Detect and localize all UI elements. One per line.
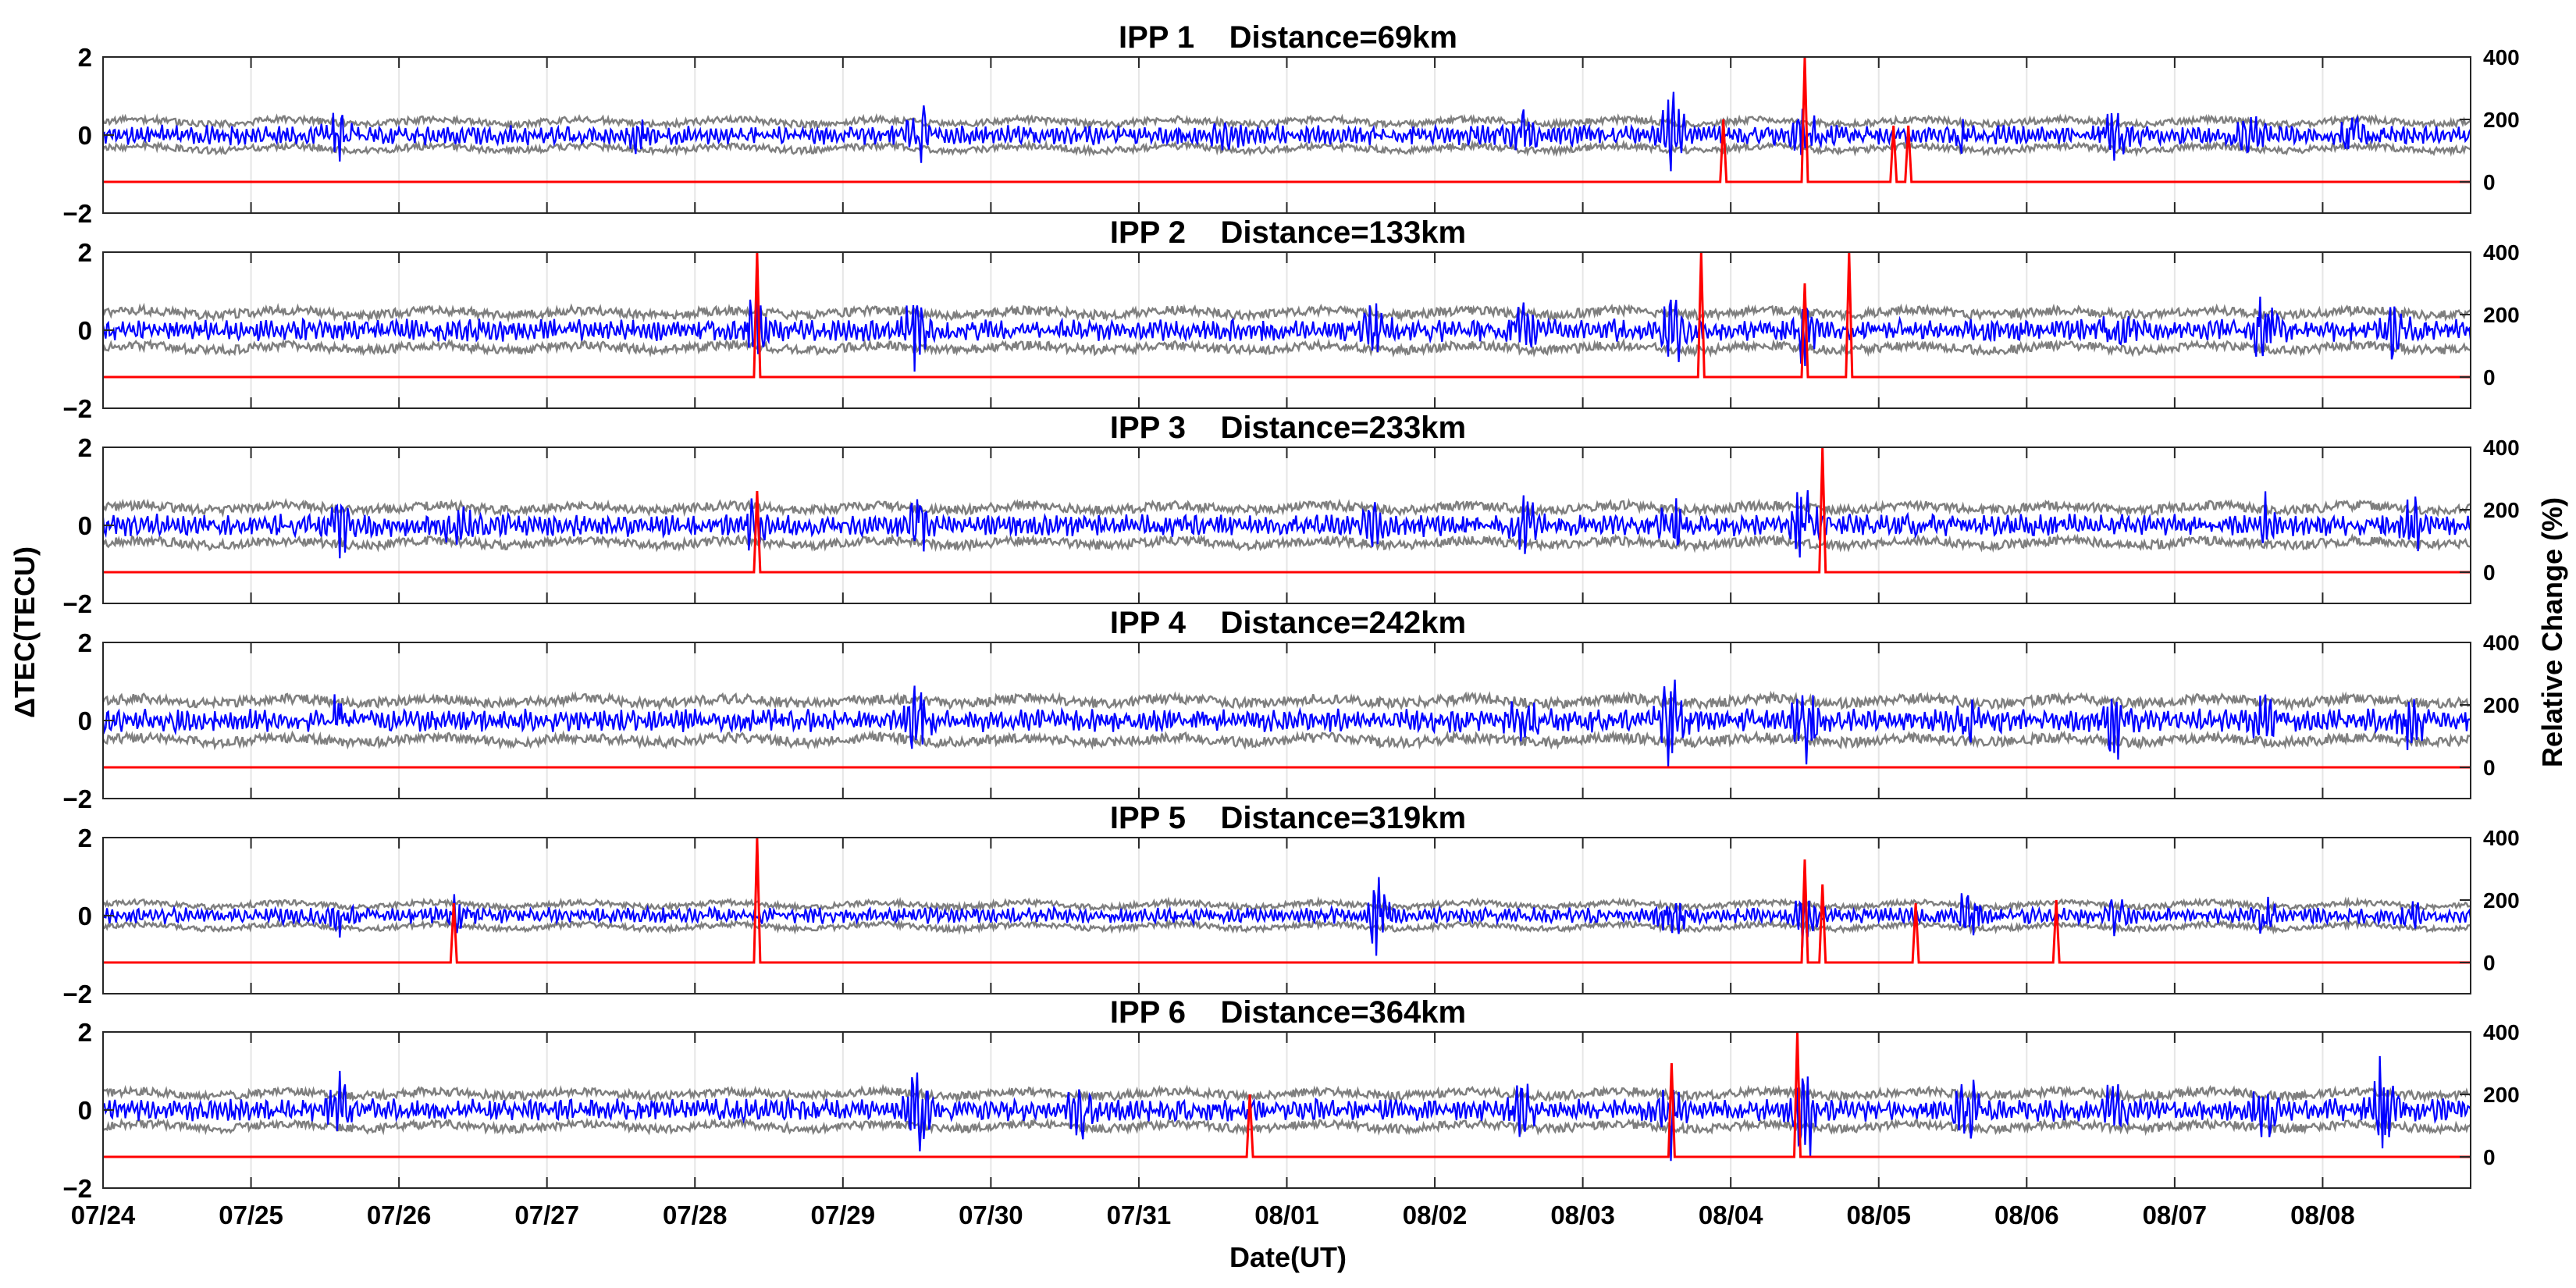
x-tick-label: 07/28 <box>663 1201 728 1229</box>
left-tick-label: 0 <box>78 902 92 930</box>
right-tick-label: 0 <box>2483 756 2496 780</box>
panel-title: IPP 3 Distance=233km <box>1110 411 1466 445</box>
left-tick-label: −2 <box>62 980 92 1009</box>
panel-title: IPP 5 Distance=319km <box>1110 801 1466 835</box>
right-tick-label: 200 <box>2483 1083 2520 1107</box>
band-upper-line <box>103 896 2471 913</box>
right-tick-label: 200 <box>2483 108 2520 132</box>
x-tick-label: 08/03 <box>1550 1201 1615 1229</box>
panel-data-area <box>103 679 2471 769</box>
dtec-line <box>103 489 2471 559</box>
panel-ipp-1: 2 0 −2 400 200 0 IPP 1 Distance=69km <box>62 20 2519 228</box>
left-tick-label: 0 <box>78 511 92 540</box>
y-axis-label-right: Relative Change (%) <box>2536 497 2568 767</box>
right-tick-label: 400 <box>2483 1020 2520 1044</box>
x-tick-label: 07/31 <box>1107 1201 1172 1229</box>
x-tick-label: 08/06 <box>1994 1201 2059 1229</box>
relative-change-line <box>103 57 2471 183</box>
panel-data-area <box>103 447 2471 574</box>
band-upper-line <box>103 302 2471 323</box>
band-upper-line <box>103 497 2471 518</box>
panel-data-area <box>103 838 2471 964</box>
panel-ipp-3: 2 0 −2 400 200 0 IPP 3 Distance=233km <box>62 411 2519 618</box>
left-tick-label: 2 <box>78 628 92 657</box>
right-tick-label: 400 <box>2483 240 2520 265</box>
left-tick-label: −2 <box>62 785 92 813</box>
right-tick-label: 200 <box>2483 693 2520 717</box>
band-upper-line <box>103 690 2471 712</box>
band-lower-line <box>103 918 2471 935</box>
right-tick-label: 0 <box>2483 170 2496 194</box>
x-tick-label: 08/01 <box>1254 1201 1319 1229</box>
dtec-line <box>103 877 2471 956</box>
left-tick-label: −2 <box>62 1174 92 1203</box>
panel-data-area <box>103 57 2471 183</box>
right-tick-label: 400 <box>2483 631 2520 655</box>
left-tick-label: 2 <box>78 43 92 72</box>
left-tick-label: −2 <box>62 199 92 228</box>
band-upper-line <box>103 1083 2471 1104</box>
band-lower-line <box>103 1117 2471 1137</box>
x-tick-label: 07/26 <box>367 1201 432 1229</box>
panel-data-area <box>103 252 2471 379</box>
x-tick-label: 07/29 <box>811 1201 876 1229</box>
left-tick-label: 2 <box>78 824 92 852</box>
x-tick-label: 07/27 <box>514 1201 579 1229</box>
right-tick-label: 0 <box>2483 951 2496 975</box>
left-tick-label: 0 <box>78 121 92 150</box>
relative-change-line <box>103 447 2471 574</box>
band-upper-line <box>103 112 2471 131</box>
panel-title: IPP 1 Distance=69km <box>1119 20 1457 55</box>
right-tick-label: 400 <box>2483 45 2520 69</box>
dtec-line <box>103 1055 2471 1162</box>
right-tick-label: 200 <box>2483 498 2520 522</box>
panel-ipp-6: 07/24 07/25 07/26 07/27 07/28 07/29 07/30 07/31… <box>62 995 2519 1229</box>
relative-change-line <box>103 838 2471 964</box>
band-lower-line <box>103 337 2471 358</box>
left-tick-label: 0 <box>78 1096 92 1125</box>
left-tick-label: 2 <box>78 1018 92 1047</box>
right-tick-label: 200 <box>2483 888 2520 913</box>
right-tick-label: 400 <box>2483 436 2520 460</box>
x-tick-label: 07/24 <box>71 1201 136 1229</box>
panel-ipp-2: 2 0 −2 400 200 0 IPP 2 Distance=133km <box>62 215 2519 423</box>
dtec-line <box>103 679 2471 767</box>
band-lower-line <box>103 139 2471 158</box>
x-tick-label: 08/07 <box>2143 1201 2208 1229</box>
dtec-line <box>103 296 2471 372</box>
relative-change-line <box>103 252 2471 379</box>
panel-title: IPP 4 Distance=242km <box>1110 606 1466 640</box>
left-tick-label: 0 <box>78 316 92 345</box>
panel-data-area <box>103 1032 2471 1162</box>
left-tick-label: 2 <box>78 433 92 462</box>
relative-change-line <box>103 1032 2471 1158</box>
left-tick-label: −2 <box>62 394 92 423</box>
x-tick-label: 07/30 <box>959 1201 1023 1229</box>
dtec-line <box>103 91 2471 172</box>
right-tick-label: 0 <box>2483 1145 2496 1169</box>
x-tick-label: 08/02 <box>1403 1201 1468 1229</box>
left-tick-label: 2 <box>78 238 92 267</box>
band-lower-line <box>103 729 2471 751</box>
band-lower-line <box>103 532 2471 553</box>
panel-ipp-5: 2 0 −2 400 200 0 IPP 5 Distance=319km <box>62 801 2519 1009</box>
right-tick-label: 0 <box>2483 365 2496 390</box>
x-tick-label: 08/08 <box>2290 1201 2355 1229</box>
x-tick-label: 07/25 <box>219 1201 283 1229</box>
panel-title: IPP 6 Distance=364km <box>1110 995 1466 1030</box>
right-tick-label: 0 <box>2483 560 2496 585</box>
x-tick-label: 08/05 <box>1846 1201 1911 1229</box>
right-tick-label: 200 <box>2483 303 2520 327</box>
left-tick-label: −2 <box>62 589 92 618</box>
x-axis-label: Date(UT) <box>1229 1241 1347 1273</box>
x-tick-label: 08/04 <box>1699 1201 1763 1229</box>
panel-title: IPP 2 Distance=133km <box>1110 215 1466 250</box>
y-axis-label-left: ΔTEC(TECU) <box>9 546 41 718</box>
left-tick-label: 0 <box>78 706 92 735</box>
right-tick-label: 400 <box>2483 826 2520 850</box>
panel-ipp-4: 2 0 −2 400 200 0 IPP 4 Distance=242km <box>62 606 2519 813</box>
